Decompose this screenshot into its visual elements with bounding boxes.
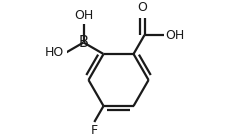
Text: OH: OH <box>74 9 93 22</box>
Text: F: F <box>91 124 98 137</box>
Text: B: B <box>79 35 89 50</box>
Text: OH: OH <box>165 29 184 42</box>
Text: O: O <box>138 1 147 14</box>
Text: HO: HO <box>45 46 64 59</box>
